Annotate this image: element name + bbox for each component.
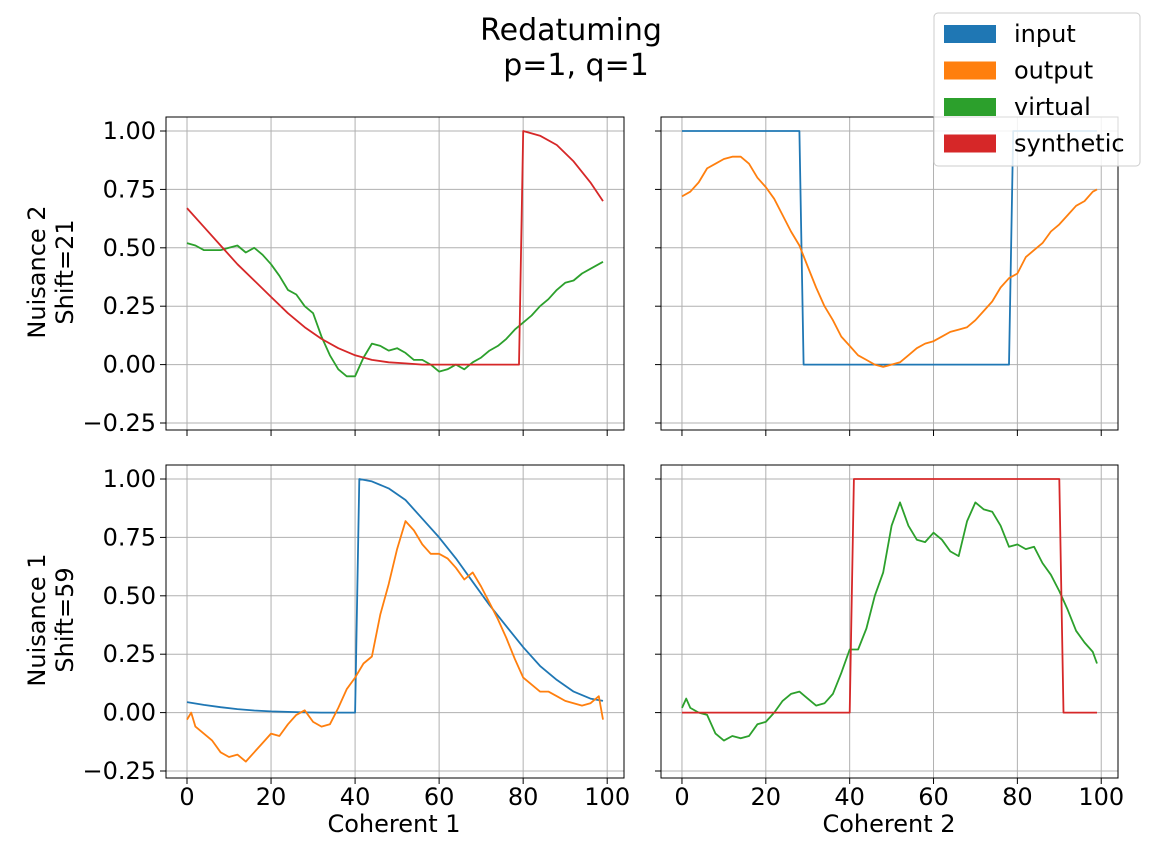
series-line-virtual <box>681 501 1098 742</box>
figure-title-line-1: Redatuming <box>480 13 662 48</box>
y-tick-label: 0.50 <box>103 582 156 610</box>
y-tick-label: −0.25 <box>82 409 156 437</box>
y-tick-label: 0.75 <box>103 523 156 551</box>
x-tick-label: 20 <box>751 783 782 811</box>
x-tick-label: 20 <box>256 783 287 811</box>
x-tick-label: 60 <box>424 783 455 811</box>
y-tick-label: −0.25 <box>82 757 156 785</box>
x-tick-label: 0 <box>674 783 689 811</box>
axes-frame <box>660 116 1119 431</box>
x-tick-label: 80 <box>1002 783 1033 811</box>
y-tick-label: 0.00 <box>103 351 156 379</box>
series-line-output <box>186 520 604 763</box>
row-label-top-line-2: Shift=21 <box>51 219 79 324</box>
y-tick-label: 0.25 <box>103 292 156 320</box>
legend-swatch-synthetic <box>944 134 996 153</box>
y-tick-label: 0.00 <box>103 699 156 727</box>
legend-swatch-input <box>944 25 996 43</box>
panel-top-left: −0.25 0.00 0.25 0.50 0.75 1.00 <box>82 116 625 437</box>
axes-frame <box>165 116 625 431</box>
panel-bottom-left: 0 20 40 60 80 100 −0.25 0.00 0.25 0.50 0.75 1.00 <box>82 464 630 811</box>
x-tick-label: 0 <box>179 783 194 811</box>
row-label-bottom-line-1: Nuisance 1 <box>23 553 51 686</box>
legend: input output virtual synthetic <box>933 12 1141 167</box>
x-axis-label-right: Coherent 2 <box>822 810 955 838</box>
legend-label-output: output <box>1014 57 1093 85</box>
row-label-top-line-1: Nuisance 2 <box>23 205 51 338</box>
y-tick-label: 0.25 <box>103 640 156 668</box>
legend-label-input: input <box>1014 20 1076 48</box>
axes-frame <box>660 464 1119 779</box>
x-tick-label: 60 <box>918 783 949 811</box>
series-line-synthetic <box>186 130 604 366</box>
x-tick-label: 40 <box>834 783 865 811</box>
x-tick-label: 80 <box>508 783 539 811</box>
figure-title-line-2: p=1, q=1 <box>503 48 649 83</box>
series-line-synthetic <box>682 478 1097 714</box>
y-tick-label: 0.50 <box>103 234 156 262</box>
series-line-input <box>186 478 604 714</box>
y-tick-label: 0.75 <box>103 175 156 203</box>
y-tick-label: 1.00 <box>103 465 156 493</box>
legend-label-virtual: virtual <box>1014 93 1091 121</box>
x-axis-label-left: Coherent 1 <box>327 810 460 838</box>
series-line-output <box>681 155 1098 368</box>
x-tick-label: 100 <box>584 783 630 811</box>
axes-frame <box>165 464 625 779</box>
x-tick-label: 40 <box>340 783 371 811</box>
legend-label-synthetic: synthetic <box>1014 130 1125 158</box>
x-tick-label: 100 <box>1078 783 1124 811</box>
panel-bottom-right: 0 20 40 60 80 100 <box>655 464 1124 811</box>
series-line-virtual <box>186 242 604 378</box>
figure-title: Redatuming p=1, q=1 <box>480 13 662 83</box>
y-tick-label: 1.00 <box>103 117 156 145</box>
row-label-bottom-line-2: Shift=59 <box>51 567 79 672</box>
legend-box <box>933 12 1141 167</box>
legend-swatch-output <box>944 61 996 80</box>
legend-swatch-virtual <box>944 98 996 116</box>
